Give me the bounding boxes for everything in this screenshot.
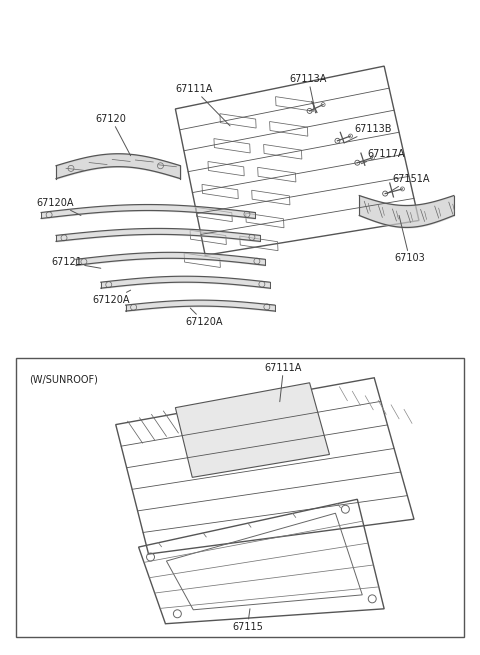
Text: 67120A: 67120A <box>36 198 81 215</box>
Text: 67103: 67103 <box>394 215 425 263</box>
Text: 67113A: 67113A <box>290 74 327 113</box>
Text: 67111A: 67111A <box>175 84 230 126</box>
Polygon shape <box>175 383 329 477</box>
Text: 67120: 67120 <box>96 114 131 156</box>
Text: 67117A: 67117A <box>361 149 405 164</box>
Text: 67115: 67115 <box>232 608 263 631</box>
Text: 67151A: 67151A <box>387 174 430 194</box>
Text: 67120A: 67120A <box>185 308 223 327</box>
Text: (W/SUNROOF): (W/SUNROOF) <box>29 375 98 384</box>
Text: 67113B: 67113B <box>344 124 392 143</box>
Text: 67120A: 67120A <box>93 290 131 305</box>
Text: 67111A: 67111A <box>265 363 302 402</box>
Text: 67121: 67121 <box>51 257 101 269</box>
